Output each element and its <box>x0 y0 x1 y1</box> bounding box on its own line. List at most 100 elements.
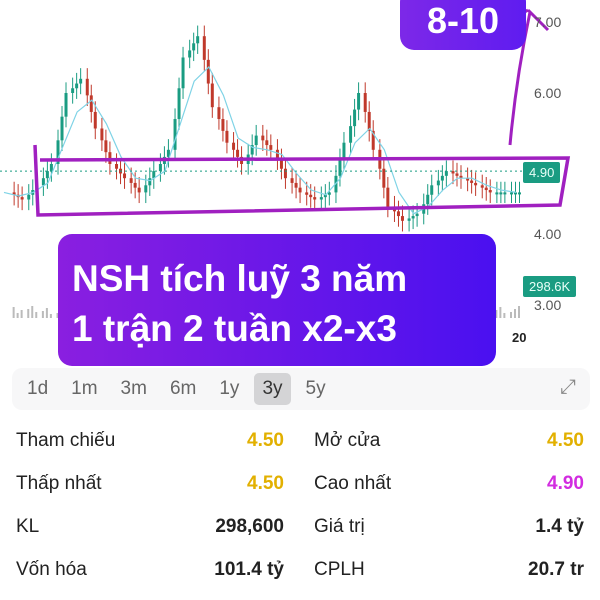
candle <box>349 126 353 143</box>
stat-label: Mở cửa <box>314 430 381 451</box>
candle <box>510 192 513 195</box>
candle <box>386 187 390 207</box>
candle <box>407 218 411 221</box>
candle <box>444 171 448 176</box>
candle <box>353 109 357 127</box>
candle <box>75 83 79 89</box>
stat-value: 101.4 tỷ <box>214 559 284 580</box>
candle <box>210 83 214 108</box>
candle <box>250 145 254 155</box>
volume-bar <box>16 313 19 318</box>
candle <box>173 119 177 150</box>
candle <box>396 211 400 217</box>
candle <box>104 140 108 153</box>
period-3m[interactable]: 3m <box>120 378 147 399</box>
stat-label: CPLH <box>314 559 365 580</box>
candle <box>20 197 24 200</box>
stat-label: Vốn hóa <box>16 559 87 580</box>
volume-bar <box>518 306 520 318</box>
candle <box>181 57 185 89</box>
candle <box>495 192 499 195</box>
candle <box>342 142 346 160</box>
candle <box>27 194 31 200</box>
candle <box>236 149 240 157</box>
candle <box>367 111 371 131</box>
candle <box>269 145 273 150</box>
target-banner: 8-10 <box>400 0 526 50</box>
candle <box>158 164 162 172</box>
candle <box>440 175 444 181</box>
candle <box>305 192 309 195</box>
candle <box>499 192 503 195</box>
candle <box>371 130 375 150</box>
candle <box>484 187 488 191</box>
candle <box>279 159 283 169</box>
candle <box>206 59 210 84</box>
candle <box>148 178 152 186</box>
volume-bar <box>27 309 30 318</box>
candle <box>137 187 141 193</box>
stat-value: 20.7 tr <box>528 559 584 580</box>
stat-value: 1.4 tỷ <box>535 516 584 537</box>
stat-label: Cao nhất <box>314 473 392 494</box>
candle <box>327 192 331 195</box>
candle <box>254 135 258 146</box>
period-6m[interactable]: 6m <box>169 378 197 399</box>
candle <box>459 175 463 179</box>
candle <box>60 116 64 141</box>
stat-label: Thấp nhất <box>16 473 102 494</box>
candle <box>382 168 386 188</box>
period-3y[interactable]: 3y <box>254 373 291 405</box>
candle <box>415 213 419 217</box>
period-1y[interactable]: 1y <box>219 378 240 399</box>
stats-row: KL 298,600 Giá trị 1.4 tỷ <box>0 516 600 556</box>
promo-banner: NSH tích luỹ 3 năm 1 trận 2 tuần x2-x3 <box>58 234 496 366</box>
period-1d[interactable]: 1d <box>27 378 49 399</box>
candle <box>41 178 45 186</box>
stats-row: Thấp nhất 4.50 Cao nhất 4.90 <box>0 473 600 513</box>
candle <box>514 192 517 195</box>
candle <box>64 93 68 117</box>
candle <box>474 182 478 186</box>
y-tick-3: 3.00 <box>534 297 562 313</box>
stats-row: Vốn hóa 101.4 tỷ CPLH 20.7 tr <box>0 559 600 599</box>
period-1m[interactable]: 1m <box>71 378 98 399</box>
stat-value: 4.90 <box>547 473 584 494</box>
candle <box>123 173 127 179</box>
candle <box>196 36 200 44</box>
candle <box>265 140 269 146</box>
candle <box>357 93 361 110</box>
period-5y[interactable]: 5y <box>305 378 326 399</box>
candle <box>283 168 287 179</box>
expand-icon[interactable]: ⤢ <box>560 376 576 398</box>
candle <box>45 171 49 179</box>
candle <box>188 50 192 58</box>
volume-bar <box>45 308 48 318</box>
promo-line-2: 1 trận 2 tuần x2-x3 <box>72 308 397 349</box>
candle <box>411 216 415 219</box>
candle <box>192 43 196 51</box>
promo-line-1: NSH tích luỹ 3 năm <box>72 258 408 299</box>
candle <box>275 149 279 160</box>
candle <box>115 164 119 169</box>
candle <box>309 194 313 198</box>
candle <box>430 185 434 195</box>
candle <box>177 88 181 120</box>
x-axis-label: 20 <box>512 330 527 345</box>
candle <box>319 197 323 200</box>
candle <box>93 111 97 129</box>
stats-row: Tham chiếu 4.50 Mở cửa 4.50 <box>0 430 600 470</box>
candle <box>225 130 229 143</box>
stat-label: Tham chiếu <box>16 430 116 451</box>
volume-bar <box>31 306 34 318</box>
volume-bar <box>499 307 502 318</box>
candle <box>470 180 474 183</box>
candle <box>436 180 440 186</box>
accumulation-box-annotation <box>33 144 571 217</box>
volume-bar <box>41 311 44 318</box>
candle <box>455 173 459 176</box>
y-tick-7: 7.00 <box>534 14 562 30</box>
candle <box>261 135 265 141</box>
candle <box>152 171 156 179</box>
candle <box>232 142 236 150</box>
